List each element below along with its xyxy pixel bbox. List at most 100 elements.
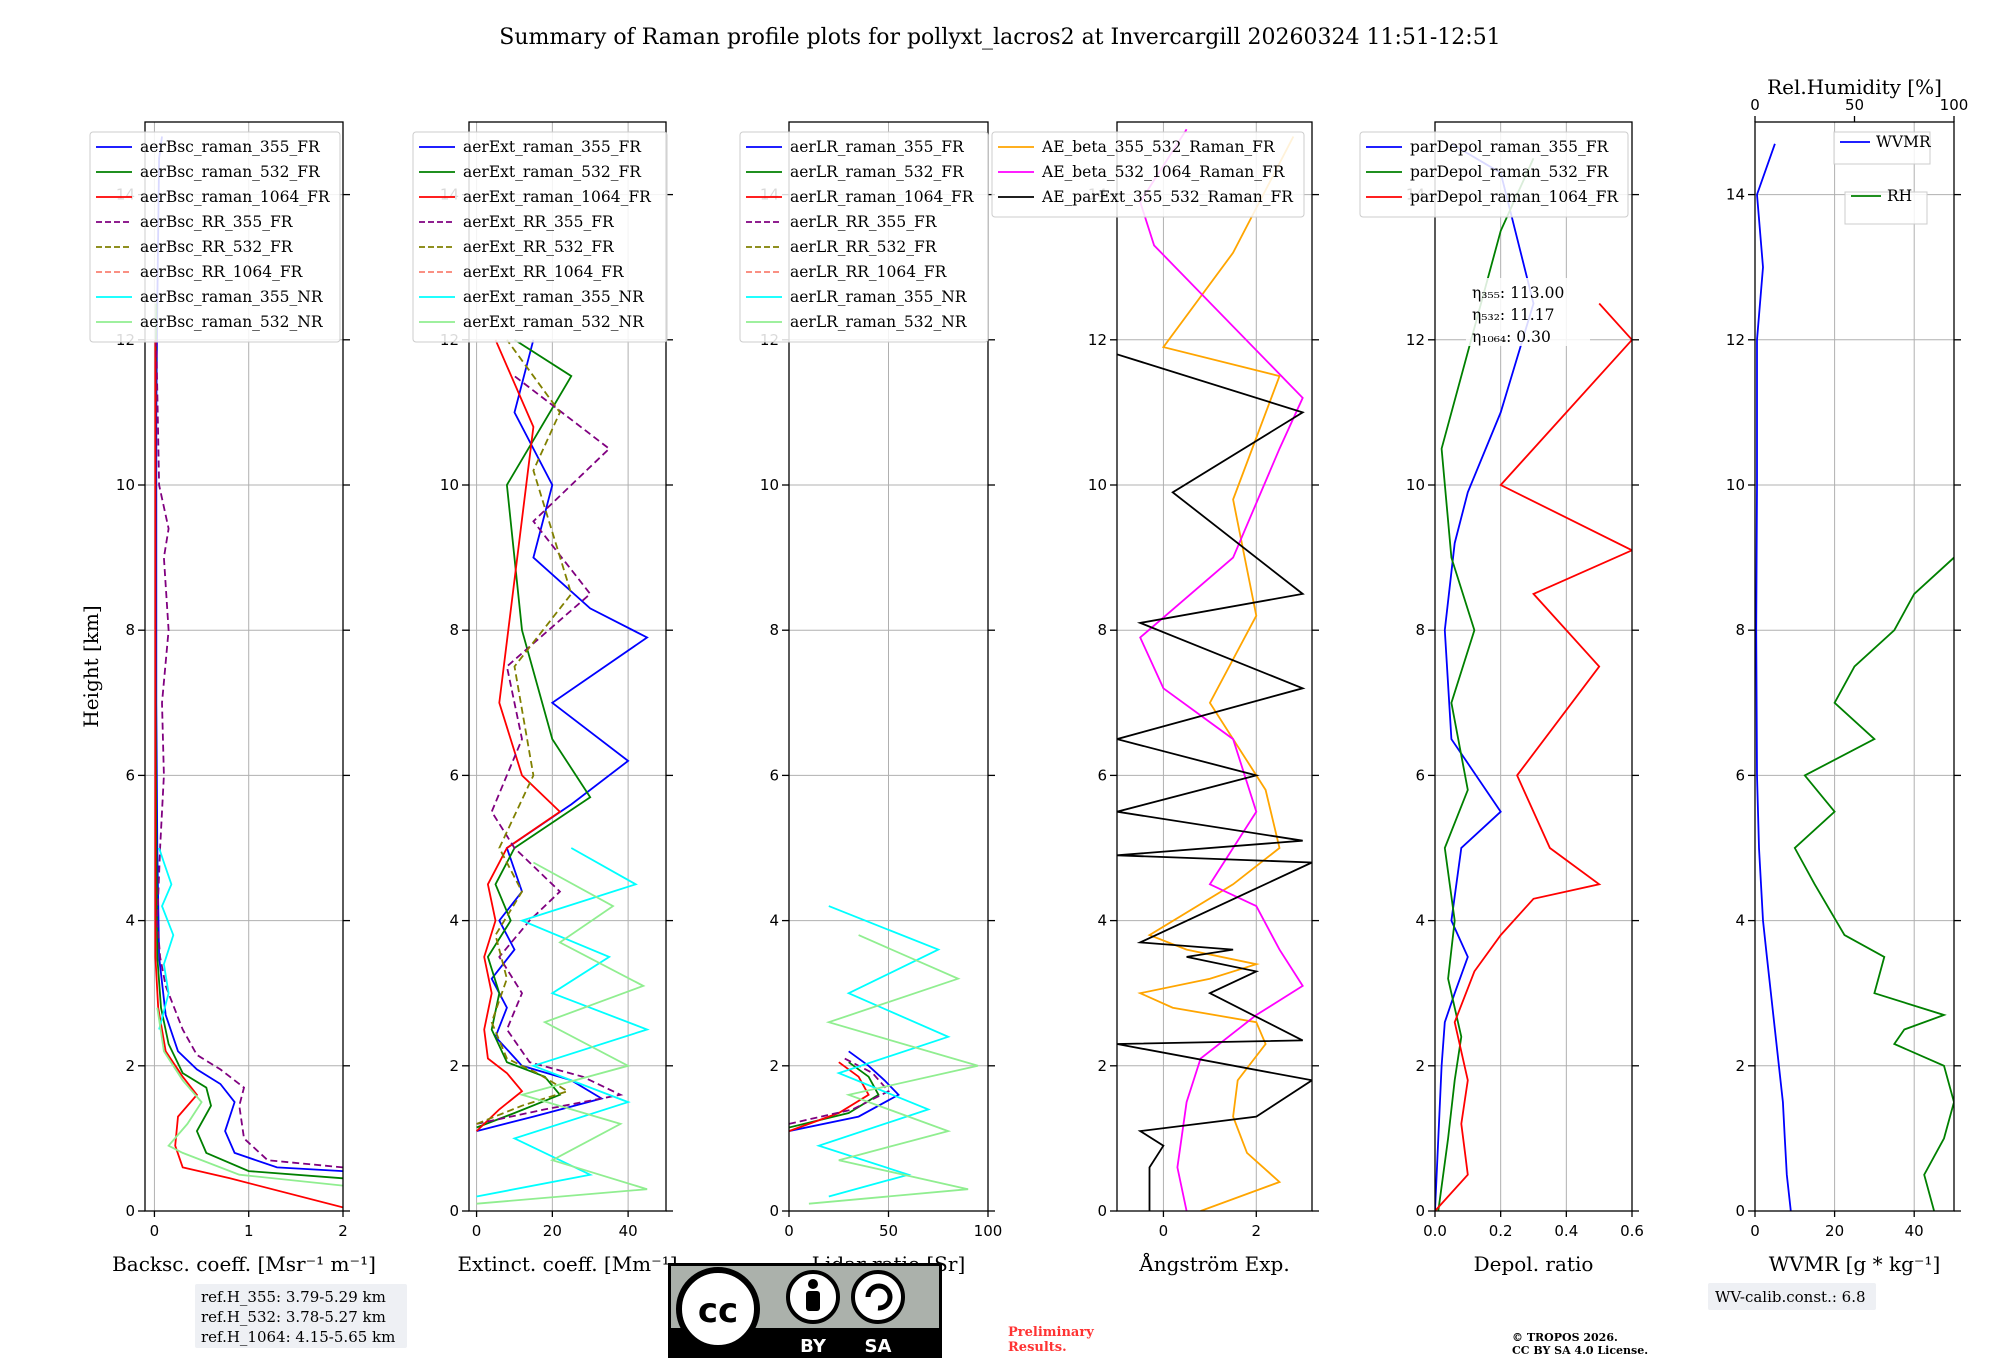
- bsc-legend-label: aerBsc_raman_532_NR: [140, 313, 324, 331]
- bsc-xtick-label: 1: [244, 1222, 254, 1240]
- ext-frame: [468, 121, 667, 1212]
- depol-ytick-label: 8: [1415, 621, 1425, 639]
- ext-ytick-label: 0: [449, 1202, 459, 1220]
- wv-series-1: [1793, 556, 1954, 1211]
- ref-height-box-bg: [195, 1284, 407, 1348]
- ref-height-355: ref.H_355: 3.79-5.29 km: [201, 1288, 386, 1306]
- ae-ytick-label: 4: [1097, 912, 1107, 930]
- wv-ytick-label: 12: [1726, 331, 1745, 349]
- wv-legend-label: RH: [1887, 187, 1912, 205]
- wv-ytick-label: 8: [1735, 621, 1745, 639]
- copyright-line-2: CC BY SA 4.0 License.: [1512, 1344, 1648, 1357]
- lr-legend-box: [739, 131, 989, 343]
- ext-xlabel: Extinct. coeff. [Mm⁻¹]: [457, 1252, 677, 1276]
- ae-legend-box: [991, 131, 1305, 218]
- depol-series-0: [1435, 143, 1535, 1211]
- lr-ytick-label: 4: [769, 912, 779, 930]
- depol-ytick-label: 12: [1406, 331, 1425, 349]
- ae-ytick-label: 0: [1097, 1202, 1107, 1220]
- wv-legend-label: WVMR: [1876, 133, 1932, 151]
- ae-ytick-label: 2: [1097, 1057, 1107, 1075]
- bsc-ytick-label: 0: [125, 1202, 135, 1220]
- wv-ytick-label: 2: [1735, 1057, 1745, 1075]
- lr-series-3: [789, 1057, 890, 1125]
- ae-ytick-label: 12: [1088, 331, 1107, 349]
- depol-legend-label: parDepol_raman_355_FR: [1410, 138, 1610, 156]
- ext-legend-label: aerExt_RR_532_FR: [463, 238, 615, 256]
- ext-series-6: [476, 861, 648, 1205]
- bsc-legend-label: aerBsc_raman_1064_FR: [140, 188, 331, 206]
- lr-legend-label: aerLR_RR_355_FR: [790, 213, 938, 231]
- lr-xtick-label: 0: [784, 1222, 794, 1240]
- by-label: BY: [800, 1336, 827, 1357]
- ext-series-1: [476, 339, 592, 1129]
- lr-xtick-label: 100: [974, 1222, 1003, 1240]
- ext-legend-label: aerExt_raman_532_FR: [463, 163, 642, 181]
- ext-legend-label: aerExt_RR_355_FR: [463, 213, 615, 231]
- ext-legend: aerExt_raman_355_FR aerExt_raman_532_FRae…: [412, 131, 668, 343]
- lr-series-4: [816, 905, 951, 1198]
- lr-ytick-label: 10: [760, 476, 779, 494]
- panel-bsc: 02468101214012Backsc. coeff. [Msr⁻¹ m⁻¹]…: [79, 121, 376, 1276]
- wv-xtick-label: 0: [1750, 1222, 1760, 1240]
- lr-xtick-label: 50: [879, 1222, 898, 1240]
- ext-ytick-label: 8: [449, 621, 459, 639]
- depol-xtick-label: 0.6: [1620, 1222, 1644, 1240]
- depol-eta-label: η₁₀₆₄: 0.30: [1472, 328, 1551, 346]
- depol-series-2: [1435, 302, 1632, 1211]
- ae-ytick-label: 8: [1097, 621, 1107, 639]
- lr-series-2: [789, 1061, 870, 1132]
- wv-ytick-label: 10: [1726, 476, 1745, 494]
- bsc-ylabel: Height [km]: [79, 605, 103, 727]
- ae-xlabel: Ångström Exp.: [1138, 1251, 1289, 1276]
- wv-top-tick-label: 100: [1940, 96, 1969, 114]
- ext-legend-box: [412, 131, 668, 343]
- bsc-xtick-label: 2: [338, 1222, 348, 1240]
- wv-top-label: Rel.Humidity [%]: [1767, 75, 1942, 99]
- ref-height-532: ref.H_532: 3.78-5.27 km: [201, 1308, 386, 1326]
- depol-legend: parDepol_raman_355_FR parDepol_raman_532_…: [1359, 131, 1629, 218]
- ext-series-3: [476, 375, 624, 1125]
- by-person-body: [806, 1291, 820, 1311]
- wv-legend-box: [1833, 131, 1931, 165]
- wv-top-tick-label: 50: [1845, 96, 1864, 114]
- wv-ytick-label: 14: [1726, 186, 1745, 204]
- ae-legend-label: AE_beta_532_1064_Raman_FR: [1041, 163, 1286, 181]
- depol-xtick-label: 0.4: [1554, 1222, 1578, 1240]
- lr-ytick-label: 2: [769, 1057, 779, 1075]
- lr-series-5: [808, 934, 979, 1205]
- lr-legend-label: aerLR_raman_1064_FR: [790, 188, 975, 206]
- lr-legend-label: aerLR_RR_532_FR: [790, 238, 938, 256]
- lr-ytick-label: 0: [769, 1202, 779, 1220]
- wv-xtick-label: 20: [1825, 1222, 1844, 1240]
- wv-calib-bg: [1708, 1283, 1876, 1310]
- depol-legend-label: parDepol_raman_1064_FR: [1410, 188, 1619, 206]
- ae-frame: [1116, 121, 1313, 1212]
- cc-logo-text: cc: [698, 1291, 738, 1331]
- ae-series-2: [1117, 353, 1312, 1211]
- depol-ytick-label: 0: [1415, 1202, 1425, 1220]
- lr-ytick-label: 8: [769, 621, 779, 639]
- bsc-ytick-label: 2: [125, 1057, 135, 1075]
- wv-ytick-label: 0: [1735, 1202, 1745, 1220]
- bsc-legend-label: aerBsc_RR_355_FR: [140, 213, 294, 231]
- wv-xtick-label: 40: [1905, 1222, 1924, 1240]
- bsc-legend-label: aerBsc_RR_532_FR: [140, 238, 294, 256]
- ext-legend-label: aerExt_raman_1064_FR: [463, 188, 652, 206]
- ext-xtick-label: 20: [543, 1222, 562, 1240]
- bsc-legend-label: aerBsc_raman_355_NR: [140, 288, 324, 306]
- figure-title: Summary of Raman profile plots for polly…: [499, 25, 1500, 50]
- ext-ytick-label: 4: [449, 912, 459, 930]
- depol-xtick-label: 0.2: [1489, 1222, 1513, 1240]
- panel-wv: 0 2 4 6 8 10 12 14 0 20 40 WVMR [g * kg⁻¹] Rel.Humid…: [1726, 75, 1968, 1276]
- lr-legend-label: aerLR_raman_355_FR: [790, 138, 965, 156]
- depol-xtick-label: 0.0: [1423, 1222, 1447, 1240]
- preliminary-line-1: Preliminary: [1008, 1325, 1094, 1340]
- by-person-head: [808, 1279, 818, 1289]
- depol-legend-box: [1359, 131, 1629, 218]
- bsc-legend-label: aerBsc_raman_355_FR: [140, 138, 321, 156]
- bsc-legend-box: [89, 131, 341, 343]
- lr-legend: aerLR_raman_355_FR aerLR_raman_532_FR aerL…: [739, 131, 989, 343]
- wv-xlabel: WVMR [g * kg⁻¹]: [1769, 1252, 1941, 1276]
- lr-ytick-label: 6: [769, 766, 779, 784]
